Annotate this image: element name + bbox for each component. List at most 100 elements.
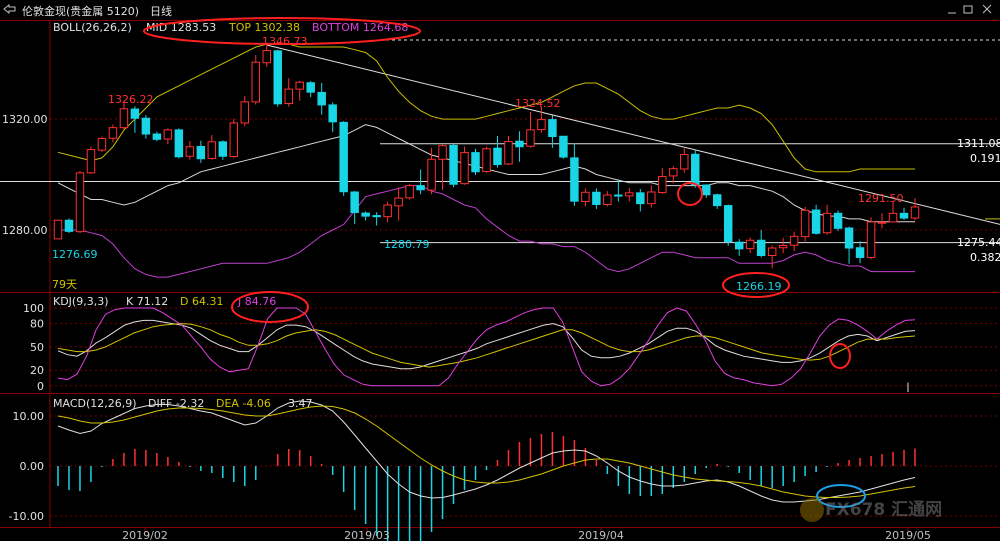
instrument-title: 伦敦金现(贵金属 5120) <box>22 4 139 18</box>
candlestick <box>427 147 436 195</box>
high-annotation-1: 1346.73 <box>262 35 308 48</box>
candlestick <box>723 204 733 246</box>
candlestick <box>163 128 173 145</box>
back-arrow-icon[interactable] <box>3 3 16 15</box>
kdj-j-line <box>57 307 916 387</box>
candlestick <box>328 102 337 133</box>
candlestick <box>493 135 502 168</box>
candlestick <box>800 206 810 242</box>
watermark: FX678 汇通网 <box>800 498 942 522</box>
candlestick <box>339 121 348 196</box>
candlestick <box>482 146 491 173</box>
kdj-axis-tick: 100 <box>23 302 44 315</box>
kdj-axis-tick: 50 <box>30 341 44 354</box>
fib-upper-value: 1311.08 <box>957 137 1000 150</box>
candlestick <box>207 135 217 160</box>
candlestick <box>504 135 513 166</box>
macd-cross-highlight-ellipse <box>816 484 866 508</box>
candlestick <box>218 140 228 160</box>
kdj-cross-highlight-ellipse <box>829 343 851 369</box>
candlestick <box>680 148 689 173</box>
candlestick <box>712 193 722 209</box>
candlestick <box>383 201 392 223</box>
candlestick <box>745 237 755 254</box>
candlestick <box>449 144 458 188</box>
macd-axis-tick: 0.00 <box>20 460 45 473</box>
date-axis: 2019/02 2019/03 2019/04 2019/05 <box>122 528 931 541</box>
candlestick <box>822 204 832 235</box>
title-bar: 伦敦金现(贵金属 5120) 日线 <box>0 0 1000 20</box>
candlestick <box>702 184 711 198</box>
candlestick <box>899 207 909 221</box>
candlestick <box>240 96 250 127</box>
candlestick <box>767 245 777 269</box>
candlestick <box>108 124 118 143</box>
kdj-k-value: K 71.12 <box>126 295 168 308</box>
macd-dea-value: DEA -4.06 <box>216 397 271 410</box>
candlestick <box>570 143 579 206</box>
low-annotation-1: 1276.69 <box>52 248 98 261</box>
candlestick <box>53 219 63 240</box>
macd-panel: 10.00 0.00 -10.00 MACD(12,26,9) DIFF -2.32… <box>9 397 1000 541</box>
candlestick <box>647 185 656 208</box>
macd-dea-line <box>57 405 916 498</box>
candlestick <box>559 135 568 159</box>
period-label[interactable]: 日线 <box>150 4 172 18</box>
high-annotation-2: 1326.22 <box>108 93 154 106</box>
candlestick <box>130 106 140 133</box>
kdj-d-line <box>57 323 916 368</box>
bars-count-label: 79天 <box>52 278 77 291</box>
kdj-axis-tick: 20 <box>30 364 44 377</box>
date-axis-tick: 2019/05 <box>885 529 931 541</box>
candlestick <box>284 78 293 107</box>
fib-lower-ratio: 0.382 <box>970 251 1000 264</box>
candlestick <box>273 49 282 107</box>
candlestick <box>844 226 854 264</box>
maximize-icon[interactable] <box>963 5 973 14</box>
boll-highlight-ellipse <box>143 17 421 45</box>
candlestick <box>361 211 370 221</box>
boll-top-line <box>57 43 915 173</box>
close-icon[interactable] <box>982 4 992 14</box>
candlestick <box>97 136 107 153</box>
kdj-j-value: J 84.76 <box>237 295 276 308</box>
candlestick <box>581 188 590 207</box>
candlestick <box>888 201 898 223</box>
kdj-d-value: D 64.31 <box>180 295 223 308</box>
boll-label: BOLL(26,26,2) <box>53 21 132 34</box>
kdj-panel: 100 80 50 20 0 KDJ(9,3,3) K 71.12 D 64.31 J … <box>23 291 1000 393</box>
macd-axis-tick: -10.00 <box>9 510 44 523</box>
candlestick <box>119 101 129 130</box>
macd-histogram-value: 3.47 <box>288 397 313 410</box>
candlestick <box>262 45 271 67</box>
candlestick <box>789 231 799 252</box>
recent-high-annotation: 1291.50 <box>858 192 904 205</box>
date-axis-tick: 2019/03 <box>344 529 390 541</box>
fib-lower-value: 1275.44 <box>957 236 1000 249</box>
boll-mid-line <box>57 124 915 223</box>
macd-diff-line <box>57 400 916 503</box>
candlestick <box>614 179 623 202</box>
candlestick <box>603 191 612 207</box>
fib-upper-ratio: 0.191 <box>970 152 1000 165</box>
macd-label: MACD(12,26,9) <box>53 397 137 410</box>
candlestick <box>196 140 206 163</box>
candlestick <box>778 237 788 254</box>
kdj-k-line <box>57 319 916 370</box>
low-annotation-3: 1266.19 <box>736 280 782 293</box>
candlestick <box>669 166 678 184</box>
boll-top-value: TOP 1302.38 <box>228 21 300 34</box>
price-axis-tick: 1320.00 <box>2 113 48 126</box>
candlestick <box>372 212 381 226</box>
macd-diff-value: DIFF -2.32 <box>148 397 204 410</box>
candlestick <box>734 239 744 256</box>
candlestick <box>526 111 535 148</box>
price-break-highlight-ellipse <box>677 182 703 206</box>
high-annotation-3: 1324.52 <box>515 97 561 110</box>
kdj-j-highlight-ellipse <box>231 291 309 323</box>
candlestick <box>75 170 85 234</box>
candlestick <box>86 146 96 174</box>
panel-frames <box>0 20 1000 528</box>
kdj-axis-tick: 80 <box>30 318 44 331</box>
